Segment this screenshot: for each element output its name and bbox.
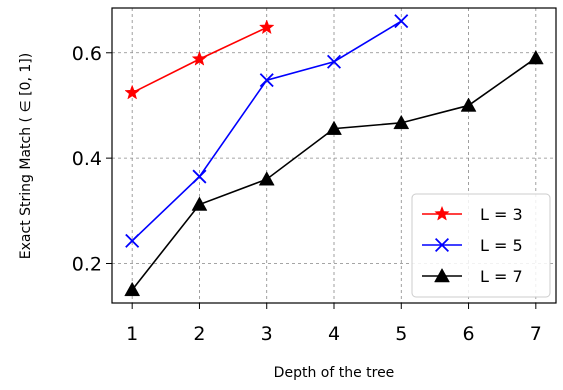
data-point	[259, 73, 274, 88]
data-point	[326, 120, 342, 135]
x-marker-stroke	[192, 169, 207, 184]
y-tick-label: 0.4	[72, 148, 102, 170]
series-l-3	[124, 19, 275, 100]
data-point	[460, 97, 477, 112]
x-tick-label: 1	[126, 323, 138, 345]
data-point	[125, 233, 140, 248]
x-tick-label: 3	[261, 323, 273, 345]
x-marker-stroke	[259, 73, 274, 88]
legend-marker	[434, 237, 450, 253]
data-point	[394, 14, 409, 29]
x-tick-label: 2	[193, 323, 205, 345]
data-point	[258, 19, 275, 35]
data-point	[191, 196, 208, 211]
x-tick-label: 5	[395, 323, 407, 345]
ticks: 1 2 3 4 5 6 7 0.2 0.4 0.6	[72, 43, 542, 345]
data-point	[124, 281, 141, 297]
x-tick-label: 4	[328, 323, 340, 345]
legend-item: L = 7	[422, 267, 523, 286]
x-axis-label: Depth of the tree	[274, 365, 395, 381]
data-point	[527, 50, 544, 65]
y-axis-label: Exact String Match ( ∈ [0, 1])	[18, 53, 34, 259]
data-point	[326, 54, 342, 69]
legend-marker	[434, 267, 450, 283]
data-point	[393, 114, 410, 130]
x-marker-stroke	[326, 54, 342, 69]
data-point	[192, 169, 207, 184]
x-marker-stroke	[394, 14, 409, 29]
legend: L = 3 L = 5 L = 7	[411, 193, 551, 298]
x-marker-stroke	[125, 233, 140, 248]
x-tick-label: 6	[462, 323, 474, 345]
y-tick-label: 0.2	[72, 253, 102, 275]
x-marker-stroke	[434, 237, 450, 253]
series-l-7	[124, 50, 544, 297]
legend-label: L = 3	[480, 205, 523, 224]
legend-marker	[434, 205, 450, 221]
legend-item: L = 5	[422, 236, 523, 255]
legend-label: L = 7	[480, 267, 523, 286]
legend-label: L = 5	[480, 236, 523, 255]
data-point	[191, 50, 208, 66]
series-layer	[124, 14, 544, 297]
y-tick-label: 0.6	[72, 43, 102, 65]
x-tick-label: 7	[530, 323, 542, 345]
series-l-5	[125, 14, 409, 248]
data-point	[124, 84, 140, 100]
data-point	[258, 171, 275, 186]
legend-item: L = 3	[422, 205, 523, 224]
